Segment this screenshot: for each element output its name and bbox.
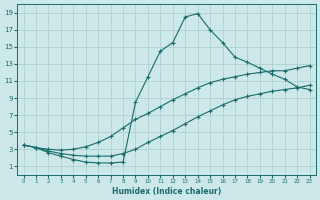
X-axis label: Humidex (Indice chaleur): Humidex (Indice chaleur) — [112, 187, 221, 196]
